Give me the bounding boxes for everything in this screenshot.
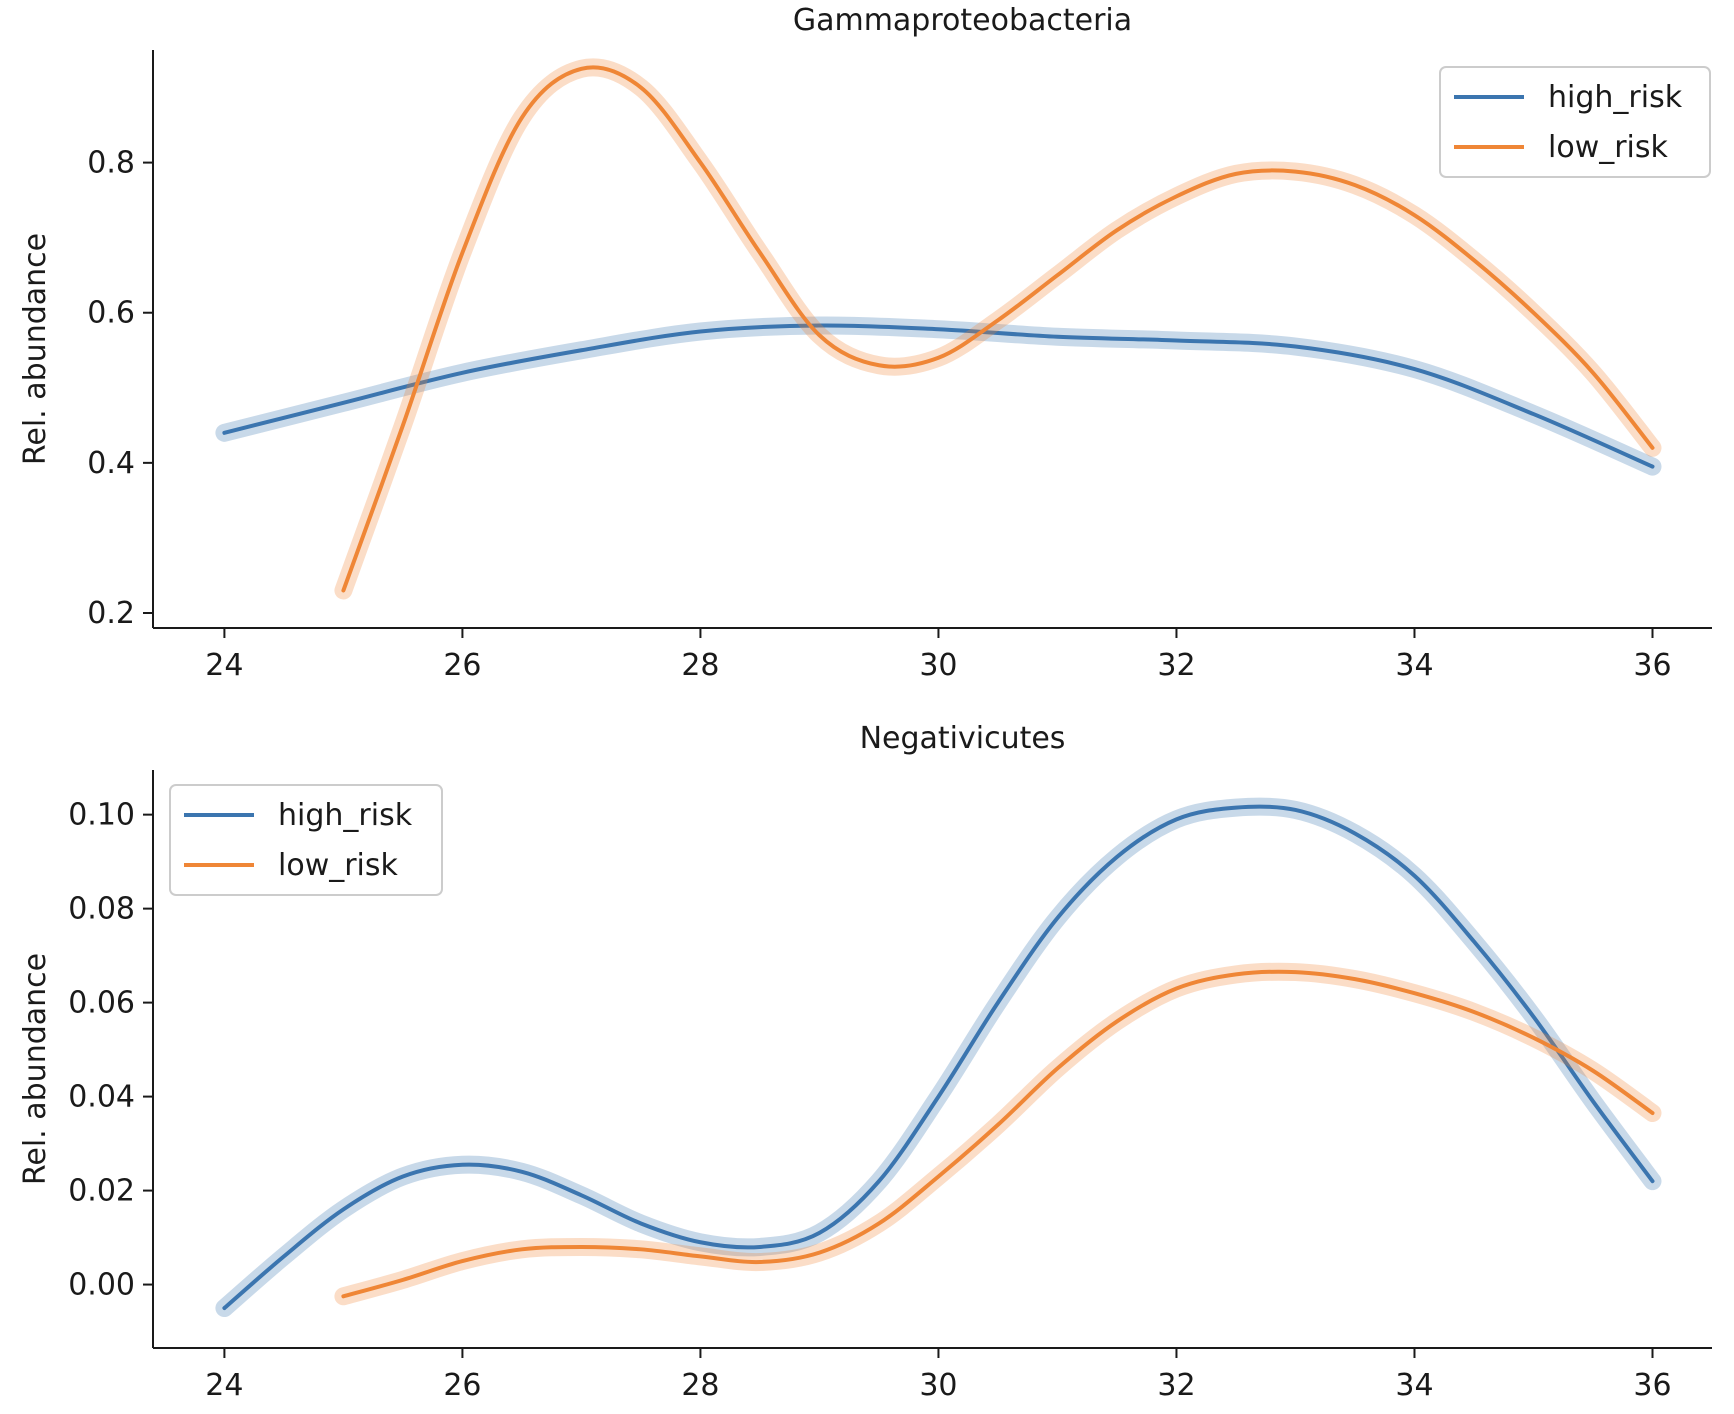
x-tick-label: 24 (205, 1368, 243, 1403)
y-tick-label: 0.8 (87, 146, 135, 181)
legend: high_risk low_risk (1439, 66, 1711, 178)
x-tick-label: 24 (205, 648, 243, 683)
series-line-low_risk (341, 65, 1655, 593)
chart-panel-gammaproteobacteria: Gammaproteobacteria Rel. abundance 24 26 28 3… (18, 3, 1712, 683)
legend-label-low_risk: low_risk (278, 848, 399, 883)
x-tick-label: 26 (443, 648, 481, 683)
series-line-low_risk (341, 969, 1655, 1299)
y-tick-label: 0.04 (68, 1080, 135, 1115)
x-tick-label: 34 (1395, 648, 1433, 683)
y-tick-label: 0.6 (87, 296, 135, 331)
y-tick-label: 0.06 (68, 986, 135, 1021)
y-tick-label: 0.2 (87, 596, 135, 631)
legend-frame (1439, 66, 1711, 178)
x-tick-label: 28 (681, 1368, 719, 1403)
chart-title: Gammaproteobacteria (793, 3, 1132, 38)
x-tick-label: 28 (681, 648, 719, 683)
y-axis-label: Rel. abundance (18, 233, 53, 465)
x-tick-label: 26 (443, 1368, 481, 1403)
legend-label-low_risk: low_risk (1548, 130, 1669, 165)
x-tick-label: 34 (1395, 1368, 1433, 1403)
y-tick-label: 0.4 (87, 446, 135, 481)
y-tick-label: 0.10 (68, 798, 135, 833)
legend-frame (169, 784, 443, 896)
x-tick-label: 32 (1157, 1368, 1195, 1403)
x-tick-label: 32 (1157, 648, 1195, 683)
chart-panel-negativicutes: Negativicutes Rel. abundance 24 26 28 30 32 34 3… (18, 721, 1712, 1403)
x-tick-label: 30 (919, 648, 957, 683)
x-tick-label: 36 (1633, 648, 1671, 683)
chart-title: Negativicutes (860, 721, 1066, 756)
y-tick-label: 0.02 (68, 1174, 135, 1209)
x-tick-label: 36 (1633, 1368, 1671, 1403)
y-axis-label: Rel. abundance (18, 953, 53, 1185)
legend-label-high_risk: high_risk (278, 798, 413, 833)
x-tick-label: 30 (919, 1368, 957, 1403)
y-tick-label: 0.00 (68, 1268, 135, 1303)
legend-label-high_risk: high_risk (1548, 80, 1683, 115)
y-tick-label: 0.08 (68, 892, 135, 927)
series-line-high_risk (222, 323, 1655, 469)
series-line-high_risk (222, 804, 1655, 1311)
legend: high_risk low_risk (169, 784, 443, 896)
